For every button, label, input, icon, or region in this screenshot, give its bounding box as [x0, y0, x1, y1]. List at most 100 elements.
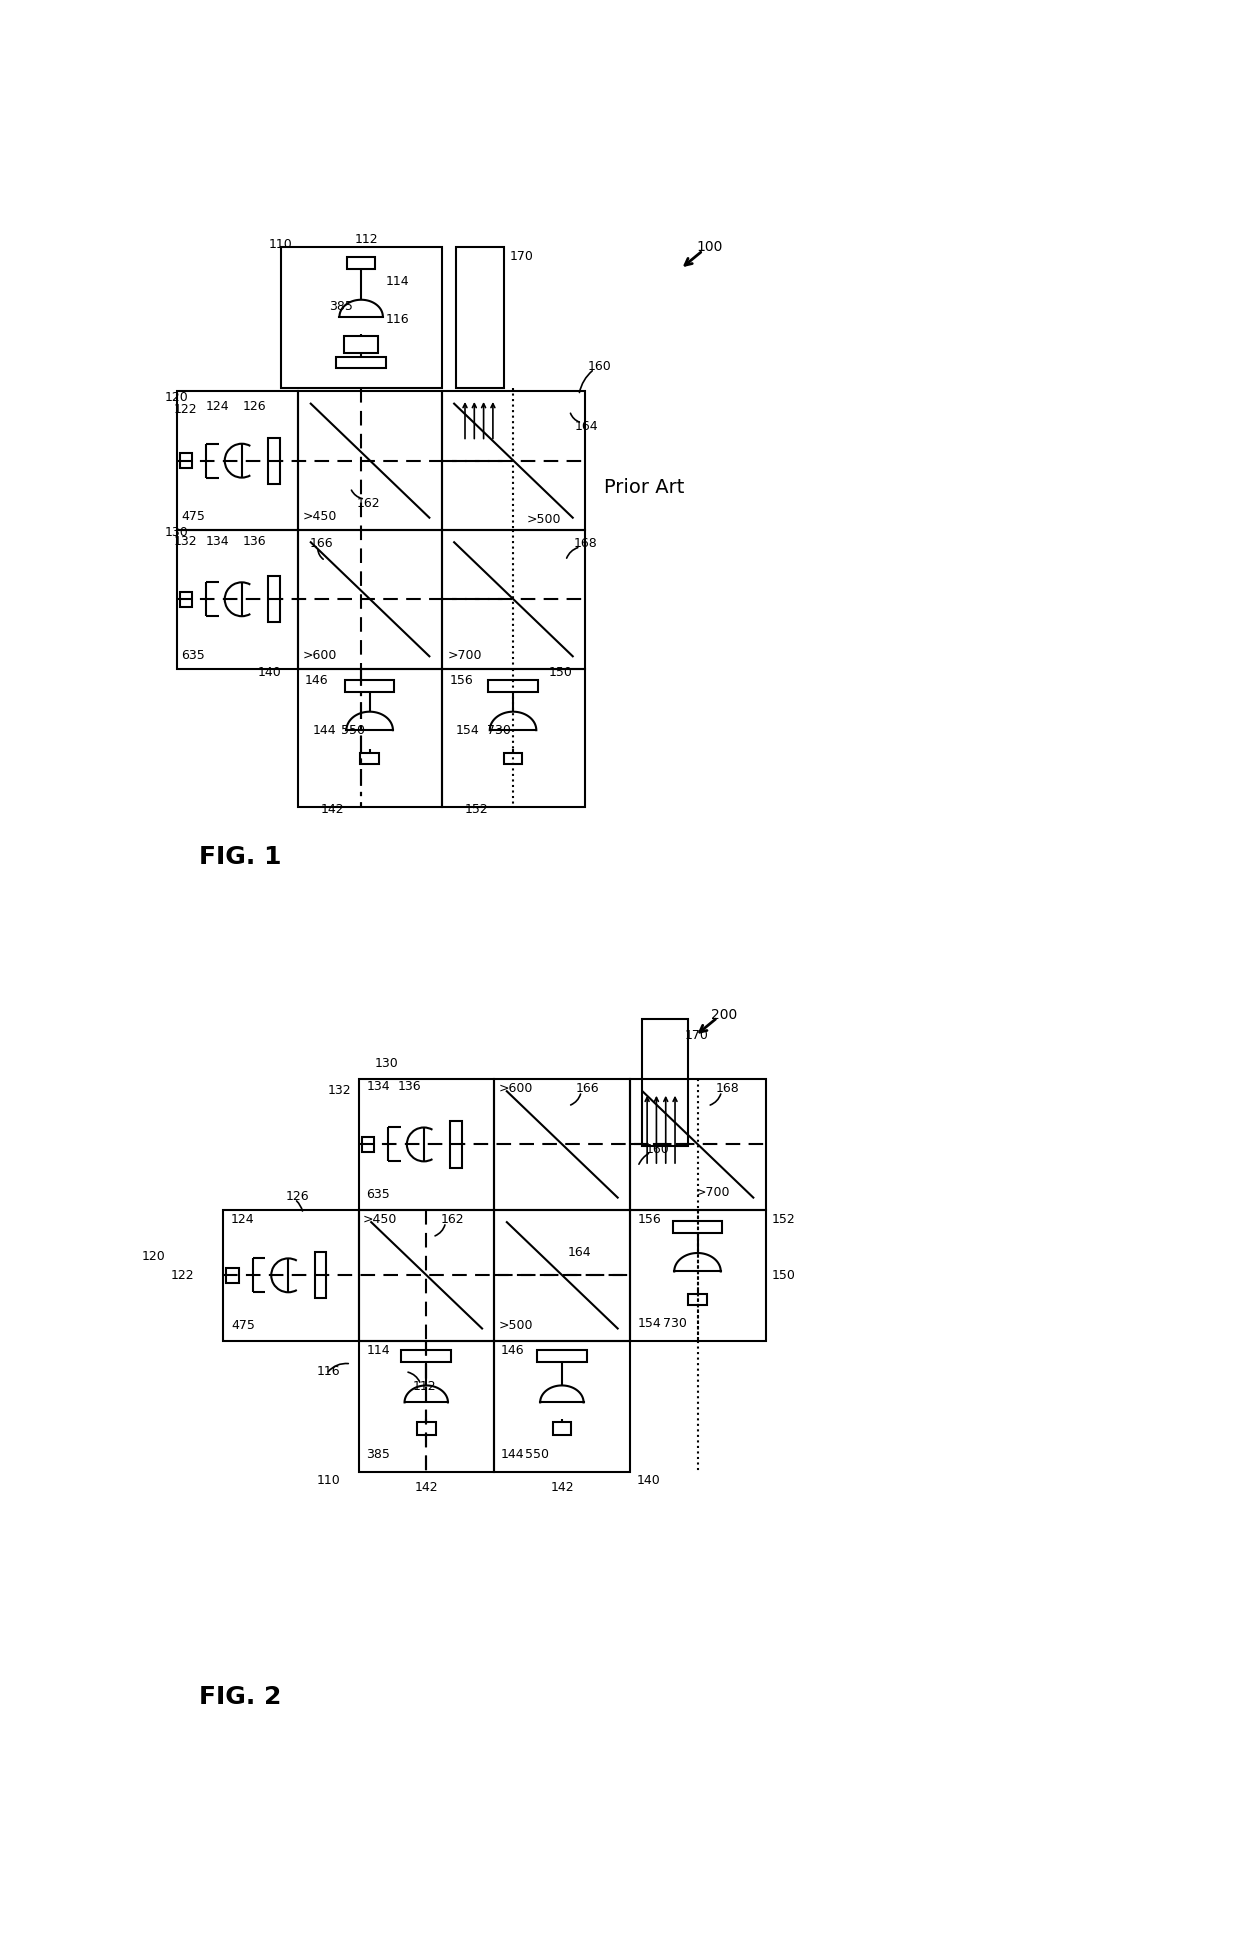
Text: >600: >600: [498, 1082, 533, 1096]
Bar: [180, 592, 192, 607]
Text: 160: 160: [588, 360, 611, 374]
Text: 150: 150: [771, 1269, 796, 1282]
Text: 166: 166: [575, 1082, 599, 1096]
Bar: [345, 679, 394, 691]
Text: 162: 162: [357, 496, 381, 510]
Bar: [347, 257, 374, 269]
Text: 130: 130: [164, 525, 188, 539]
Text: 146: 146: [501, 1343, 525, 1356]
Text: FIG. 1: FIG. 1: [200, 845, 281, 870]
Text: 120: 120: [141, 1249, 166, 1263]
Text: 142: 142: [414, 1481, 438, 1495]
Text: 124: 124: [206, 401, 229, 413]
Text: 134: 134: [367, 1080, 391, 1094]
Text: 475: 475: [231, 1319, 255, 1331]
Text: 122: 122: [171, 1269, 195, 1282]
Bar: [441, 391, 585, 529]
Text: 136: 136: [398, 1080, 422, 1094]
Bar: [226, 1267, 238, 1282]
Text: 120: 120: [164, 391, 188, 405]
Text: >700: >700: [696, 1187, 730, 1199]
Text: 144: 144: [501, 1448, 525, 1461]
Bar: [456, 247, 503, 387]
Text: 136: 136: [243, 535, 267, 549]
Text: 550: 550: [526, 1448, 549, 1461]
Text: 144: 144: [312, 724, 337, 738]
Text: 156: 156: [449, 673, 474, 687]
Text: 142: 142: [321, 804, 345, 815]
Text: 130: 130: [374, 1057, 398, 1070]
Text: 146: 146: [305, 673, 329, 687]
Bar: [672, 1222, 722, 1234]
Bar: [268, 438, 280, 485]
Bar: [417, 1423, 435, 1434]
Text: >700: >700: [448, 648, 482, 662]
Bar: [495, 1078, 630, 1210]
Text: 140: 140: [636, 1475, 660, 1487]
Bar: [630, 1078, 766, 1210]
Text: 170: 170: [510, 251, 534, 263]
Text: 154: 154: [637, 1317, 662, 1331]
Bar: [345, 337, 378, 352]
Bar: [642, 1020, 688, 1146]
Text: 160: 160: [646, 1144, 670, 1156]
Text: 114: 114: [386, 274, 409, 288]
Text: 114: 114: [367, 1343, 391, 1356]
Text: 112: 112: [413, 1380, 436, 1393]
Text: 635: 635: [367, 1187, 391, 1201]
Bar: [280, 247, 441, 387]
Text: FIG. 2: FIG. 2: [200, 1685, 281, 1709]
Text: 116: 116: [316, 1364, 340, 1378]
Text: 156: 156: [637, 1212, 662, 1226]
Bar: [361, 753, 379, 765]
Bar: [176, 391, 299, 529]
Text: >600: >600: [303, 648, 336, 662]
Bar: [450, 1121, 463, 1168]
Text: 162: 162: [440, 1212, 464, 1226]
Text: 124: 124: [231, 1212, 254, 1226]
Bar: [336, 356, 386, 368]
Text: 550: 550: [341, 724, 365, 738]
Text: 140: 140: [258, 666, 281, 679]
Text: Prior Art: Prior Art: [605, 479, 684, 496]
Text: 168: 168: [715, 1082, 739, 1096]
Bar: [299, 391, 441, 529]
Bar: [362, 1136, 374, 1152]
Bar: [315, 1251, 326, 1298]
Text: 164: 164: [568, 1245, 591, 1259]
Bar: [489, 679, 538, 691]
Text: 635: 635: [181, 648, 205, 662]
Text: 116: 116: [386, 313, 409, 327]
Text: 475: 475: [181, 510, 206, 523]
Bar: [176, 529, 299, 669]
Text: 150: 150: [549, 666, 573, 679]
Text: 200: 200: [712, 1008, 738, 1022]
Text: 385: 385: [367, 1448, 391, 1461]
Text: 164: 164: [575, 420, 599, 432]
Text: 100: 100: [696, 241, 723, 255]
Text: 132: 132: [174, 535, 197, 549]
Text: 154: 154: [456, 724, 480, 738]
Text: 110: 110: [316, 1475, 340, 1487]
Text: 152: 152: [465, 804, 489, 815]
Text: 126: 126: [285, 1189, 309, 1203]
Text: 132: 132: [327, 1084, 351, 1098]
Text: 110: 110: [269, 237, 293, 251]
Text: 170: 170: [684, 1029, 708, 1043]
Text: 730: 730: [662, 1317, 687, 1331]
Bar: [268, 576, 280, 623]
Bar: [223, 1210, 358, 1341]
Bar: [537, 1351, 587, 1362]
Text: >500: >500: [498, 1319, 533, 1331]
Bar: [358, 1210, 495, 1341]
Text: 730: 730: [486, 724, 511, 738]
Bar: [180, 453, 192, 469]
Bar: [299, 529, 441, 669]
Bar: [495, 1341, 630, 1471]
Bar: [441, 529, 585, 669]
Text: >450: >450: [363, 1212, 397, 1226]
Text: 142: 142: [551, 1481, 574, 1495]
Text: >500: >500: [527, 514, 562, 527]
Bar: [503, 753, 522, 765]
Bar: [358, 1341, 495, 1471]
